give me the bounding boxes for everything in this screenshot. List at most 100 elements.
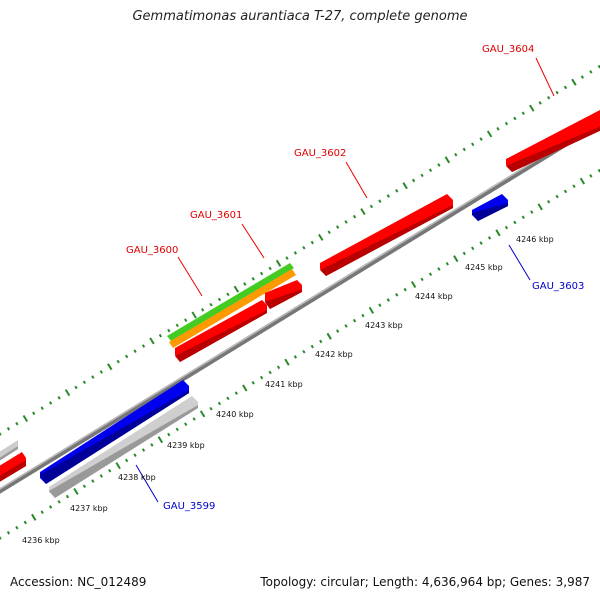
tick-mark (243, 282, 247, 286)
tick-mark (49, 505, 53, 509)
tick-mark (302, 245, 306, 250)
tick-mark (513, 220, 517, 225)
tick-mark (547, 199, 551, 204)
tick-mark (344, 220, 348, 224)
tick-mark (133, 349, 137, 353)
tick-mark (150, 443, 154, 447)
gene-bar-red-3602[interactable] (320, 194, 453, 276)
tick-mark (411, 178, 416, 183)
leader-3602 (345, 161, 368, 199)
tick-mark (444, 156, 451, 164)
tick-mark (91, 479, 95, 483)
tick-mark (563, 189, 568, 194)
tick-mark (116, 359, 120, 364)
map-title: Gemmatimonas aurantiaca T-27, complete g… (132, 9, 468, 24)
tick-mark (319, 339, 323, 344)
gene-label-3599[interactable]: GAU_3599 (163, 501, 215, 512)
tick-mark (420, 173, 424, 178)
tick-mark (175, 427, 179, 432)
tick-mark (453, 255, 459, 263)
leader-3599 (135, 464, 159, 503)
tick-mark (226, 292, 230, 297)
tick-mark (462, 147, 466, 152)
tick-mark (49, 401, 53, 405)
tick-mark (504, 121, 509, 126)
gene-label-3602[interactable]: GAU_3602 (294, 148, 346, 159)
tick-mark (368, 306, 375, 314)
topology-text: Topology: circular; Length: 4,636,964 bp… (260, 575, 590, 589)
tick-mark (529, 104, 535, 112)
tick-mark (352, 318, 357, 323)
tick-mark (23, 520, 27, 525)
tick-mark (0, 432, 2, 436)
leader-3600 (177, 256, 203, 297)
tick-mark (175, 323, 179, 328)
tick-mark (369, 204, 374, 209)
tick-mark (234, 391, 238, 395)
tick-mark (437, 267, 441, 271)
tick-mark (275, 259, 282, 267)
tick-mark (57, 395, 61, 400)
tick-mark (293, 251, 298, 255)
tick-mark (209, 406, 213, 411)
tick-mark (124, 458, 129, 463)
gene-bar-red-3601[interactable] (265, 280, 302, 309)
gene-bar-blue-3599[interactable] (40, 380, 189, 484)
tick-mark (335, 329, 340, 333)
tick-mark (402, 182, 408, 190)
kbp-label: 4241 kbp (265, 380, 303, 389)
tick-mark (107, 363, 113, 371)
tick-mark (209, 302, 213, 307)
red-feature-left (0, 452, 26, 482)
tick-mark (378, 199, 382, 203)
gene-bar-red-3604[interactable] (506, 110, 600, 172)
tick-mark (124, 354, 129, 359)
tick-mark (445, 262, 449, 266)
tick-mark (217, 401, 222, 406)
tick-mark (74, 385, 78, 390)
tick-mark (547, 95, 551, 100)
tick-mark (530, 210, 534, 214)
tick-mark (158, 333, 163, 338)
gene-label-3604[interactable]: GAU_3604 (482, 44, 534, 55)
tick-mark (200, 308, 205, 312)
leader-3603 (508, 244, 531, 281)
tick-mark (15, 525, 19, 530)
tick-mark (22, 414, 29, 423)
gray-feature-3599 (49, 396, 198, 498)
tick-mark (73, 487, 79, 495)
tick-mark (226, 396, 230, 401)
tick-mark (471, 142, 475, 147)
tick-mark (191, 311, 197, 319)
tick-mark (268, 370, 272, 375)
tick-mark (285, 256, 289, 260)
tick-mark (537, 203, 543, 211)
tick-mark (326, 332, 332, 340)
tick-mark (513, 116, 517, 121)
tick-mark (420, 277, 424, 282)
tick-mark (579, 177, 586, 185)
kbp-label: 4243 kbp (365, 321, 403, 330)
gene-bar-red-3600[interactable] (175, 300, 267, 362)
gene-label-3600[interactable]: GAU_3600 (126, 245, 178, 256)
tick-mark (167, 432, 171, 437)
tick-mark (327, 230, 331, 235)
tick-mark (115, 462, 121, 470)
outer-tick-row (0, 64, 600, 436)
tick-mark (31, 513, 37, 521)
tick-mark (233, 285, 240, 293)
tick-mark (496, 126, 500, 131)
gene-label-3603[interactable]: GAU_3603 (532, 281, 584, 292)
tick-mark (462, 251, 466, 256)
tick-mark (293, 355, 298, 359)
gene-bar-blue-3603[interactable] (472, 194, 508, 221)
gene-label-3601[interactable]: GAU_3601 (190, 210, 242, 221)
kbp-label: 4245 kbp (465, 263, 503, 272)
tick-mark (335, 225, 340, 229)
tick-mark (378, 303, 382, 307)
tick-mark (344, 324, 348, 328)
tick-mark (217, 297, 222, 302)
tick-mark (251, 276, 255, 281)
tick-mark (91, 375, 95, 379)
tick-mark (360, 208, 366, 216)
